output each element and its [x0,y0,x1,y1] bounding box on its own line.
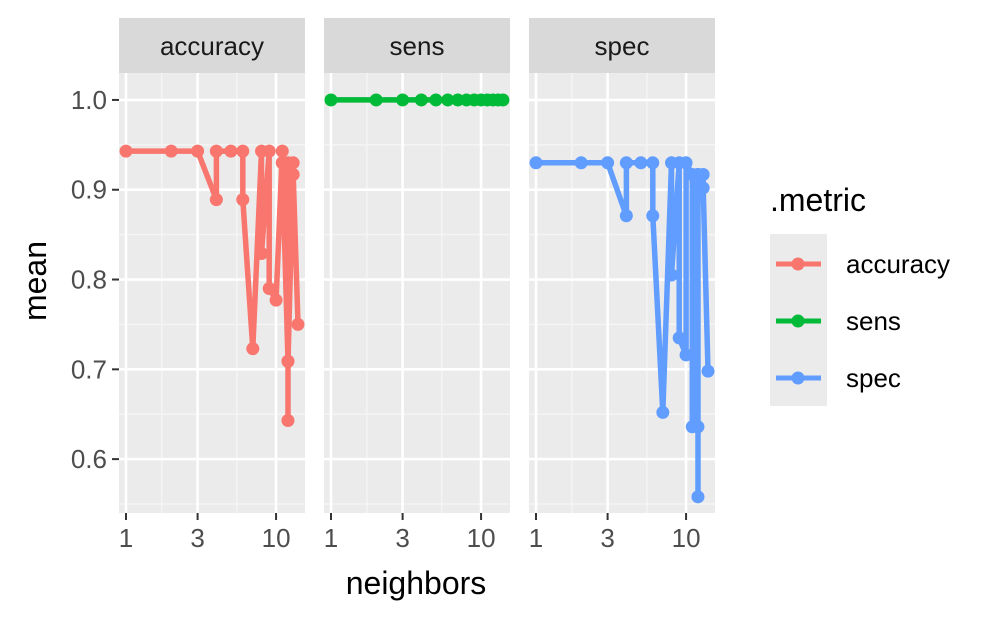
data-point-spec [696,181,710,195]
facet-strip [324,18,510,73]
facet-panel-accuracy: accuracy [119,18,305,513]
legend-item-accuracy: accuracy [776,249,950,279]
x-tick-label: 10 [262,523,291,553]
data-point-accuracy [281,414,295,428]
x-tick-label: 3 [395,523,409,553]
facet-strip [529,18,715,73]
x-tick-label: 10 [672,523,701,553]
x-tick-label: 3 [190,523,204,553]
data-point-accuracy [291,317,305,331]
legend-key-point [791,314,805,328]
facet-strip-label: accuracy [160,31,264,61]
data-point-spec [691,490,705,504]
data-point-accuracy [286,167,300,181]
data-point-accuracy [236,193,250,207]
legend-item-sens: sens [776,306,901,336]
data-point-spec [656,405,670,419]
data-point-sens [369,93,383,107]
data-point-spec [529,156,543,170]
axes: 1 3 10 1 3 10 1 3 10 0.6 0.7 0.8 0.9 1.0 [71,85,701,553]
data-point-spec [696,167,710,181]
facet-strip-label: sens [390,31,445,61]
series-line-spec [533,160,711,500]
data-point-accuracy [236,144,250,158]
data-point-accuracy [119,144,133,158]
y-tick-label: 0.8 [71,265,107,295]
panel-background [324,73,510,513]
legend-key-point [791,371,805,385]
legend-label: sens [846,306,901,336]
y-tick-label: 0.9 [71,175,107,205]
data-point-spec [646,209,660,223]
x-tick-label: 1 [529,523,543,553]
data-point-spec [601,156,615,170]
data-point-spec [665,268,679,282]
data-point-accuracy [246,342,260,356]
data-point-sens [414,93,428,107]
facet-strip [119,18,305,73]
x-tick-label: 10 [467,523,496,553]
legend-title: .metric [770,182,866,218]
x-axis-title: neighbors [346,565,487,601]
data-point-accuracy [255,246,269,260]
y-tick-label: 0.6 [71,444,107,474]
y-tick-label: 0.7 [71,354,107,384]
data-point-spec [679,348,693,362]
data-point-sens [396,93,410,107]
legend-key-point [791,257,805,271]
data-point-sens [429,93,443,107]
data-point-spec [619,156,633,170]
data-point-sens [496,93,510,107]
data-point-accuracy [224,144,238,158]
data-point-spec [679,156,693,170]
y-tick-label: 1.0 [71,85,107,115]
facet-panel-sens: sens [324,18,510,513]
legend-label: accuracy [846,249,950,279]
x-tick-label: 3 [600,523,614,553]
data-point-accuracy [281,354,295,368]
data-point-accuracy [209,193,223,207]
data-point-sens [324,93,338,107]
data-point-spec [646,156,660,170]
data-point-accuracy [262,282,276,296]
data-point-accuracy [275,144,289,158]
y-axis-title: mean [17,241,53,321]
data-point-sens [441,93,455,107]
data-point-accuracy [164,144,178,158]
x-tick-label: 1 [324,523,338,553]
data-point-accuracy [269,293,283,307]
data-point-spec [574,156,588,170]
legend-item-spec: spec [776,363,901,393]
legend-label: spec [846,363,901,393]
data-point-accuracy [209,144,223,158]
facet-panels: accuracy sens spec [119,18,715,513]
data-point-spec [634,156,648,170]
x-tick-label: 1 [119,523,133,553]
data-point-spec [701,364,715,378]
data-point-accuracy [262,144,276,158]
facet-panel-spec: spec [529,18,715,513]
legend: .metric accuracy sens spec [770,182,950,406]
data-point-accuracy [286,156,300,170]
data-point-spec [691,420,705,434]
data-point-spec [619,209,633,223]
facet-strip-label: spec [595,31,650,61]
data-point-accuracy [191,144,205,158]
data-point-spec [672,331,686,345]
